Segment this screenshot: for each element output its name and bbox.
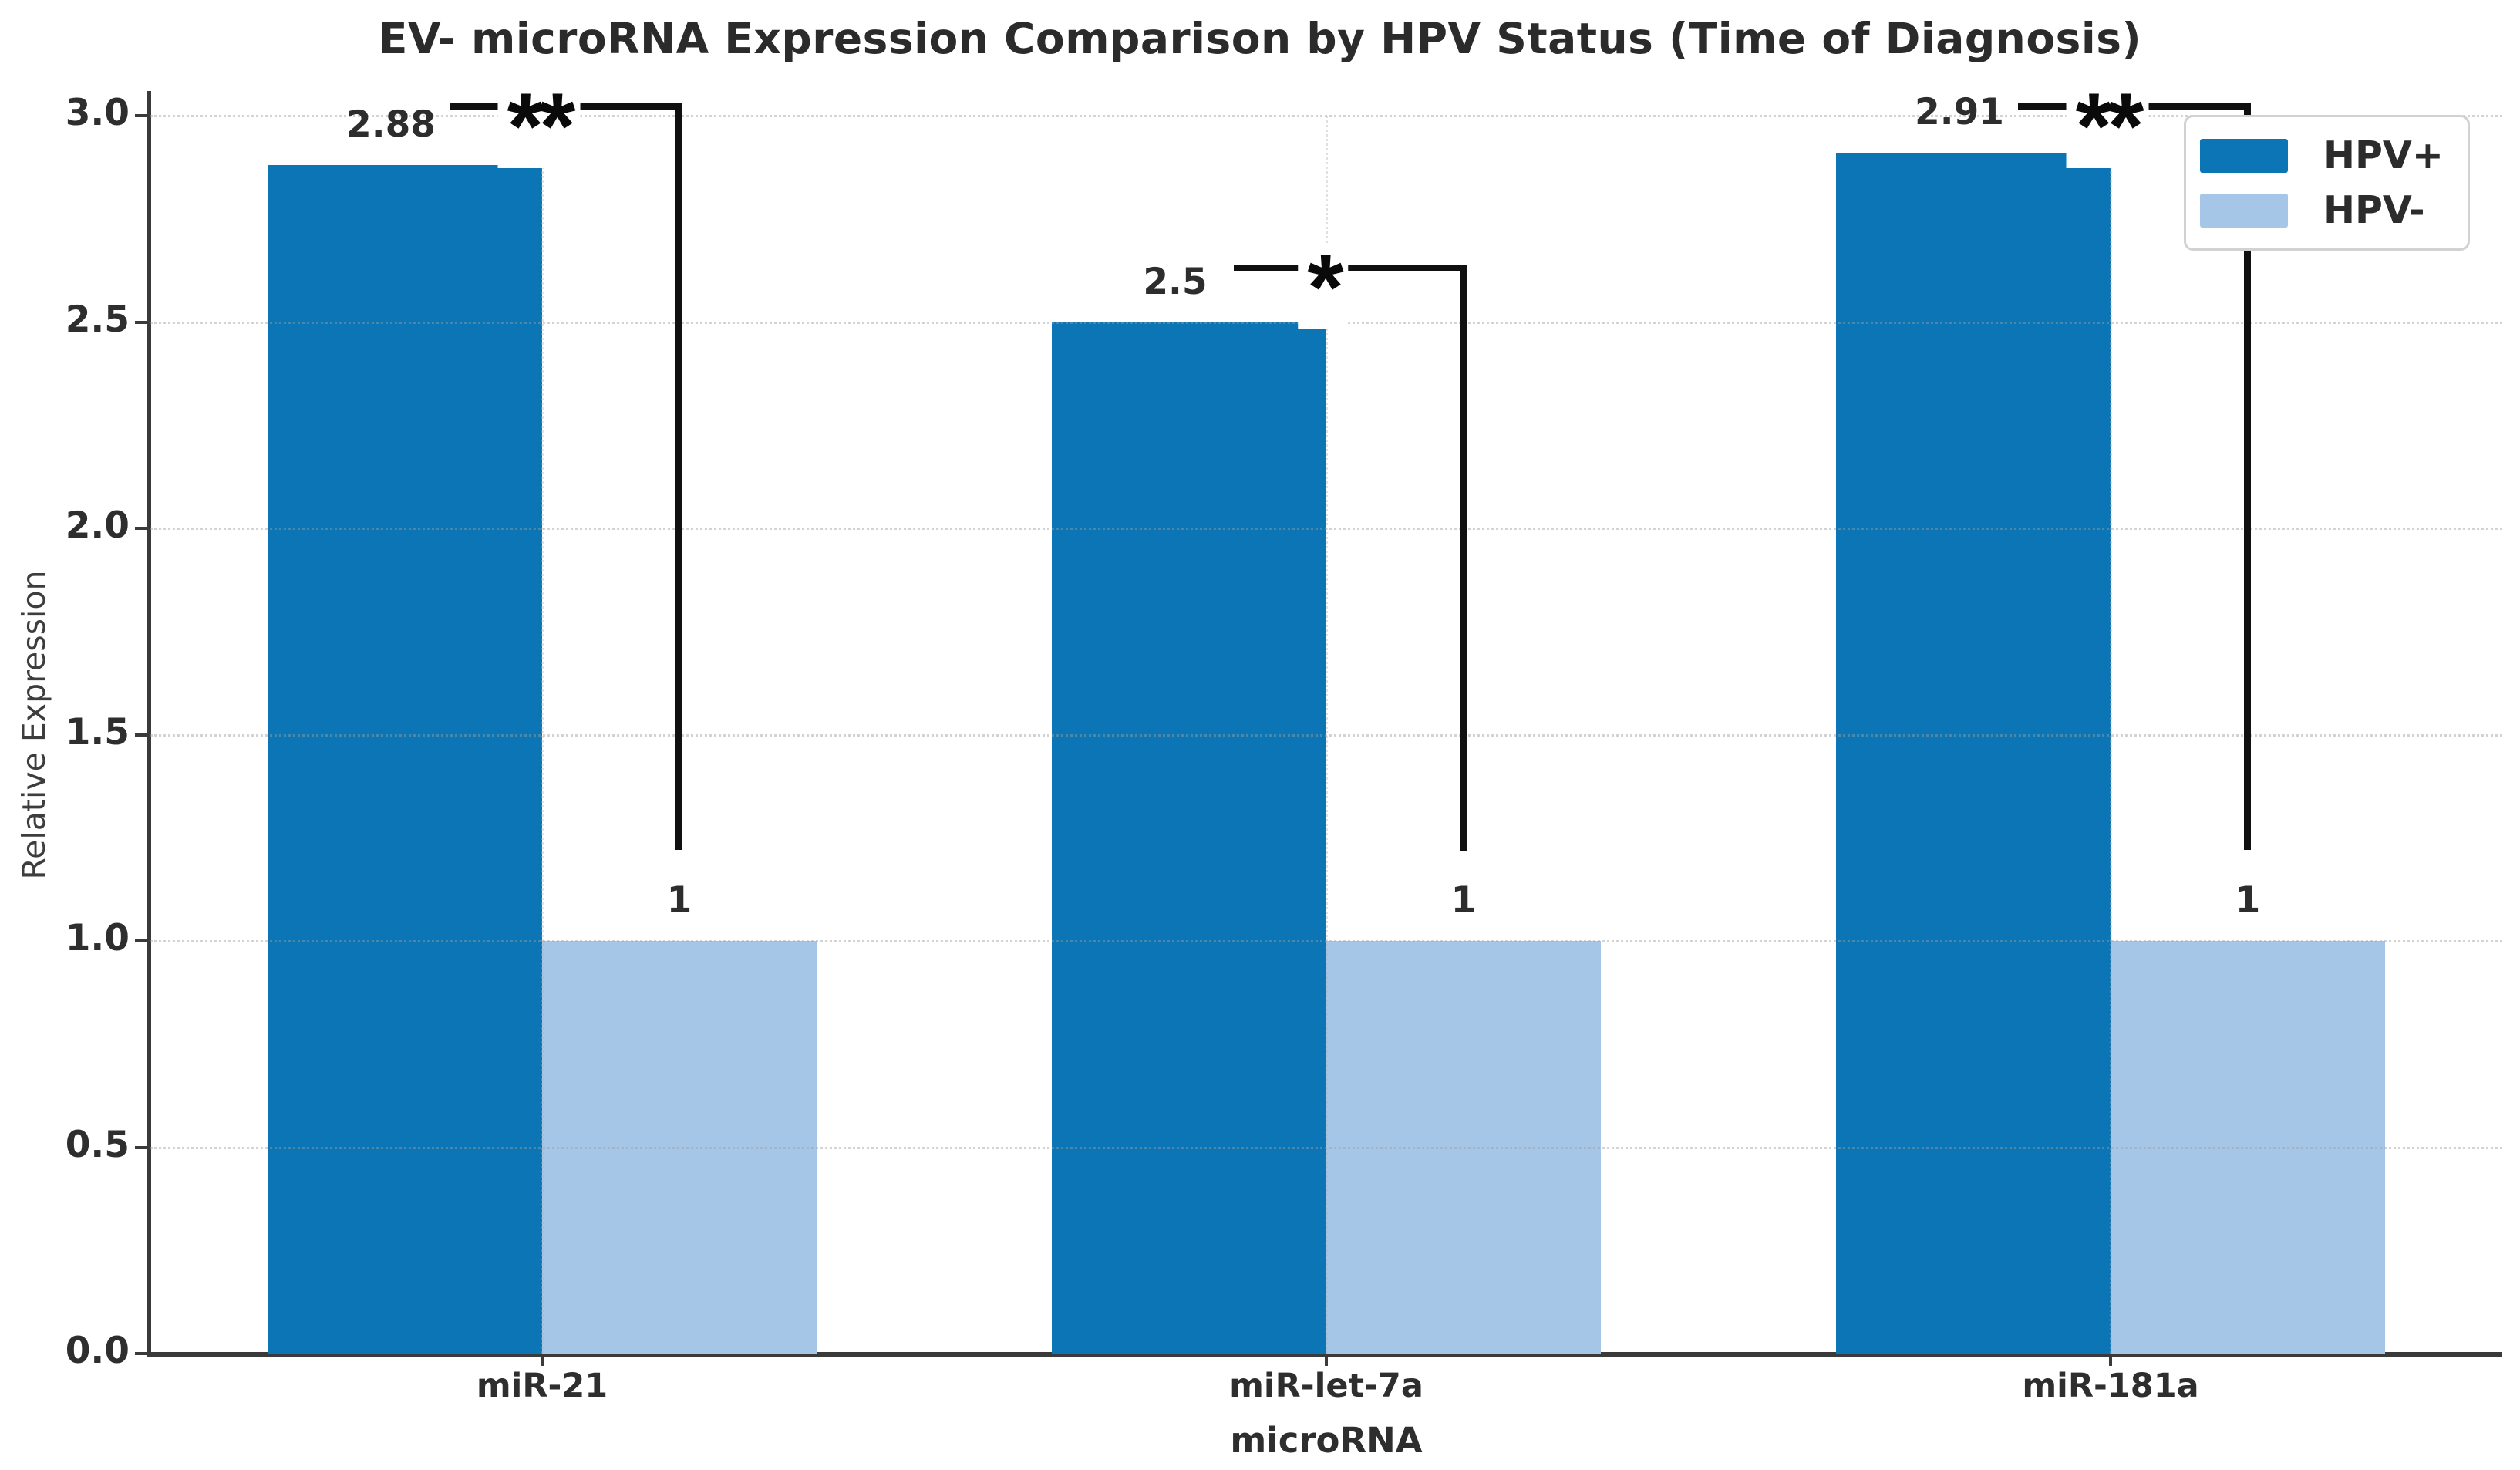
sig-bracket-top-miR-let-7a — [1234, 265, 1467, 271]
legend-swatch-hpv-positive — [2200, 138, 2288, 173]
gridline-y-2.0 — [150, 528, 2502, 530]
sig-asterisks-miR-let-7a: * — [1298, 240, 1349, 334]
y-tick-label-0.5: 0.5 — [65, 1124, 130, 1166]
gridline-y-1.0 — [150, 940, 2502, 942]
gridline-x-miR-let-7a — [1326, 116, 1328, 1354]
y-tick-2.5 — [135, 321, 149, 324]
legend-swatch-hpv-negative — [2200, 193, 2288, 228]
value-label-hpv-negative-miR-let-7a: 1 — [1450, 879, 1477, 922]
x-tick-miR-let-7a — [1325, 1357, 1328, 1366]
value-label-hpv-positive-miR-let-7a: 2.5 — [1143, 261, 1208, 303]
y-tick-0.0 — [135, 1352, 149, 1355]
bar-hpv-positive-miR-let-7a — [1052, 322, 1326, 1354]
y-axis-spine — [147, 91, 151, 1357]
gridline-y-3.0 — [150, 115, 2502, 117]
sig-bracket-drop-miR-181a — [2244, 103, 2251, 850]
value-label-hpv-negative-miR-181a: 1 — [2235, 879, 2261, 922]
x-axis-spine — [147, 1352, 2502, 1357]
legend-row-hpv-negative: HPV- — [2200, 191, 2468, 229]
legend-label-hpv-negative: HPV- — [2323, 188, 2425, 232]
legend-row-hpv-positive: HPV+ — [2200, 137, 2468, 174]
y-tick-label-2.5: 2.5 — [65, 298, 130, 341]
bar-hpv-negative-miR-181a — [2111, 941, 2385, 1354]
legend-label-hpv-positive: HPV+ — [2323, 133, 2444, 177]
legend: HPV+ HPV- — [2184, 115, 2470, 251]
x-tick-miR-181a — [2109, 1357, 2112, 1366]
sig-bracket-drop-miR-let-7a — [1460, 265, 1467, 851]
chart-title: EV- microRNA Expression Comparison by HP… — [378, 14, 2142, 63]
bar-hpv-positive-miR-21 — [268, 165, 542, 1354]
y-tick-3.0 — [135, 114, 149, 117]
x-tick-label-miR-let-7a: miR-let-7a — [1229, 1367, 1423, 1405]
gridline-x-miR-21 — [541, 116, 544, 1354]
y-tick-label-1.0: 1.0 — [65, 917, 130, 959]
y-tick-2.0 — [135, 527, 149, 530]
x-tick-miR-21 — [541, 1357, 544, 1366]
bar-hpv-negative-miR-let-7a — [1326, 941, 1601, 1354]
value-label-hpv-positive-miR-181a: 2.91 — [1915, 91, 2004, 133]
value-label-hpv-negative-miR-21: 1 — [666, 879, 692, 922]
y-tick-label-3.0: 3.0 — [65, 92, 130, 134]
gridline-x-miR-181a — [2110, 116, 2112, 1354]
sig-bracket-drop-miR-21 — [675, 103, 682, 850]
y-tick-1.0 — [135, 939, 149, 942]
gridline-y-0.5 — [150, 1147, 2502, 1149]
sig-asterisks-miR-21: ** — [497, 79, 581, 173]
x-tick-label-miR-21: miR-21 — [476, 1367, 608, 1405]
y-tick-label-2.0: 2.0 — [65, 504, 130, 547]
bar-hpv-negative-miR-21 — [542, 941, 817, 1354]
y-tick-label-1.5: 1.5 — [65, 711, 130, 754]
sig-asterisks-miR-181a: ** — [2066, 79, 2149, 173]
value-label-hpv-positive-miR-21: 2.88 — [346, 103, 436, 146]
x-tick-label-miR-181a: miR-181a — [2022, 1367, 2199, 1405]
y-tick-label-0.0: 0.0 — [65, 1330, 130, 1372]
y-tick-1.5 — [135, 733, 149, 737]
bar-hpv-positive-miR-181a — [1836, 153, 2111, 1354]
y-tick-0.5 — [135, 1146, 149, 1149]
x-axis-label: microRNA — [1230, 1420, 1423, 1461]
gridline-y-1.5 — [150, 734, 2502, 737]
